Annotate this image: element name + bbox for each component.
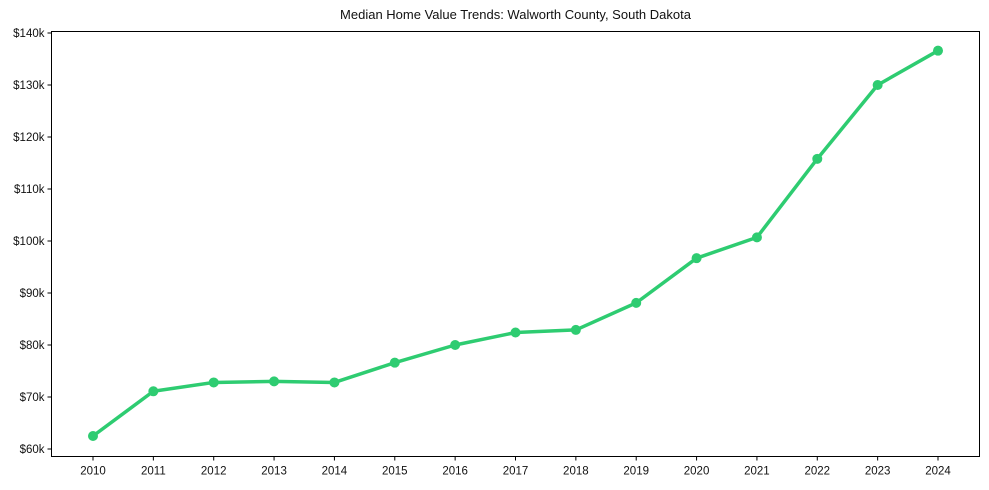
y-tick-label: $70k — [20, 392, 45, 404]
chart-title: Median Home Value Trends: Walworth Count… — [340, 7, 691, 22]
x-tick-label: 2021 — [744, 466, 770, 478]
x-tick-label: 2022 — [804, 466, 830, 478]
data-point-marker — [933, 45, 943, 56]
y-tick-label: $90k — [20, 288, 45, 300]
y-tick-label: $120k — [13, 132, 45, 144]
x-axis: 2010 2011 2012 2013 2014 2015 2016 2017 2018 2019… — [80, 456, 951, 478]
x-tick-label: 2012 — [201, 466, 227, 478]
x-tick-label: 2011 — [141, 466, 166, 478]
x-tick-label: 2020 — [684, 466, 710, 478]
y-tick-label: $140k — [13, 28, 45, 40]
y-tick-label: $60k — [20, 444, 45, 456]
x-tick-label: 2024 — [925, 466, 951, 478]
data-point-marker — [329, 377, 340, 388]
data-point-marker — [812, 153, 823, 164]
x-tick-label: 2010 — [80, 466, 106, 478]
data-point-marker — [631, 297, 642, 308]
x-tick-label: 2013 — [261, 466, 287, 478]
data-series — [88, 45, 943, 441]
data-point-marker — [691, 253, 702, 264]
x-tick-label: 2016 — [442, 466, 468, 478]
x-tick-label: 2019 — [623, 466, 649, 478]
data-point-marker — [570, 324, 581, 335]
data-point-marker — [208, 377, 219, 388]
data-point-marker — [148, 386, 159, 397]
data-point-marker — [88, 431, 98, 441]
data-point-marker — [269, 376, 280, 387]
y-tick-label: $80k — [20, 340, 45, 352]
plot-area-frame — [51, 31, 980, 457]
x-tick-label: 2014 — [322, 466, 348, 478]
x-tick-label: 2015 — [382, 466, 408, 478]
data-point-marker — [751, 232, 762, 243]
data-point-marker — [450, 340, 461, 350]
y-axis: $60k $70k $80k $90k $100k $110k $120k $130k $140… — [13, 28, 52, 456]
data-point-marker — [510, 327, 521, 338]
data-point-marker — [389, 357, 400, 368]
y-tick-label: $130k — [13, 80, 45, 92]
series-line — [91, 48, 940, 438]
x-tick-label: 2018 — [563, 466, 589, 478]
x-tick-label: 2017 — [503, 466, 529, 478]
x-tick-label: 2023 — [865, 466, 891, 478]
y-tick-label: $110k — [14, 184, 45, 196]
data-point-marker — [872, 80, 883, 90]
y-tick-label: $100k — [13, 236, 45, 248]
